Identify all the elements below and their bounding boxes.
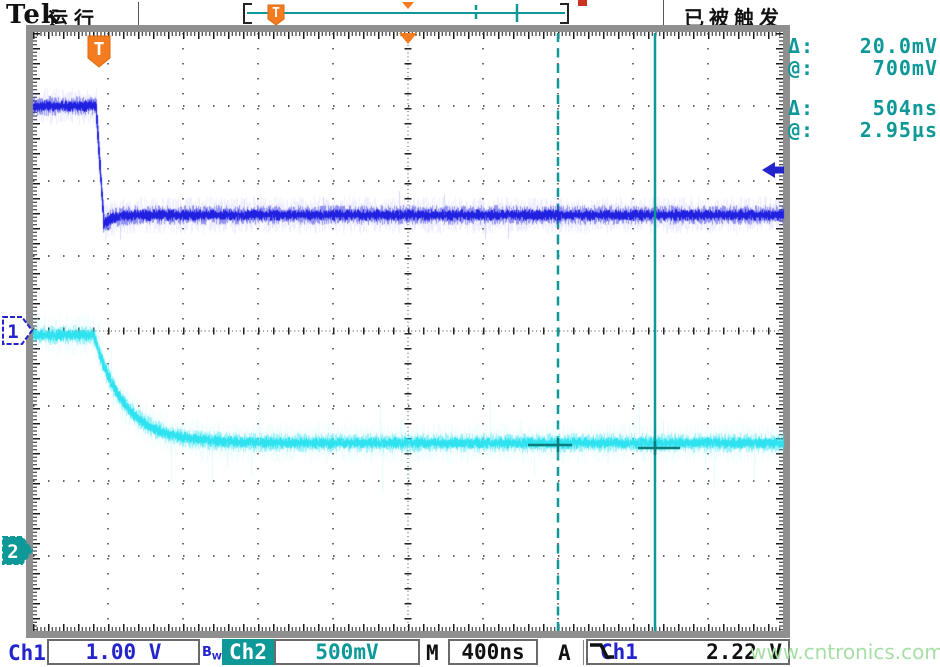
- channel-1-marker: 1: [2, 316, 34, 345]
- record-right-bracket: [560, 3, 569, 24]
- trigger-mode-label: A: [558, 641, 571, 665]
- svg-text:T: T: [94, 39, 105, 60]
- svg-text:2: 2: [7, 541, 18, 563]
- timebase-label: M: [426, 641, 439, 665]
- delta-icon: Δ:: [788, 34, 815, 58]
- measurement-at-t: @: 2.95µs: [788, 118, 938, 142]
- trigger-position-marker: T: [87, 35, 111, 68]
- trigger-readout: Ch1 2.22 V: [586, 639, 790, 665]
- at-icon: @:: [788, 56, 815, 80]
- at-icon: @:: [788, 118, 815, 142]
- delta-icon: Δ:: [788, 96, 815, 120]
- falling-edge-icon: [590, 643, 614, 659]
- record-trigger-marker: [267, 4, 285, 26]
- channel-2-marker: 2: [2, 536, 34, 565]
- cursor-crosshairs: [528, 438, 680, 455]
- trigger-level-readout: 2.22 V: [706, 640, 782, 664]
- ch1-scale-readout: 1.00 V: [47, 639, 200, 665]
- timebase-readout: 400ns: [448, 639, 538, 665]
- ch2-label: Ch2: [222, 639, 274, 665]
- trigger-level-arrow: [762, 162, 784, 178]
- ch1-label: Ch1: [8, 641, 46, 665]
- bandwidth-limit-icon: BW: [202, 645, 222, 663]
- measurement-delta-t: Δ: 504ns: [788, 96, 938, 120]
- measurement-delta-v: Δ: 20.0mV: [788, 34, 938, 58]
- horizontal-position-marker: [399, 33, 417, 44]
- svg-text:T: T: [272, 6, 280, 21]
- svg-text:1: 1: [7, 321, 18, 343]
- ch2-scale-readout: 500mV: [274, 639, 420, 665]
- record-red-marker: [578, 0, 587, 6]
- record-left-bracket: [243, 3, 252, 24]
- record-view-bar: T: [243, 0, 587, 26]
- measurement-at-v: @: 700mV: [788, 56, 938, 80]
- readout-divider: [583, 640, 584, 665]
- record-center-marker: [402, 2, 414, 9]
